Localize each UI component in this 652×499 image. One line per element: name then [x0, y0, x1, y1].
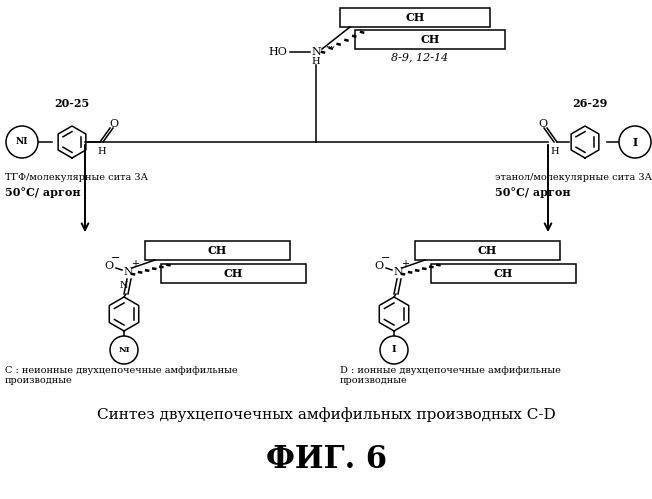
- Circle shape: [619, 126, 651, 158]
- Text: O: O: [104, 261, 113, 271]
- Text: N: N: [123, 267, 133, 277]
- Text: 8-9, 12-14: 8-9, 12-14: [391, 52, 449, 62]
- Text: NI: NI: [118, 346, 130, 354]
- Circle shape: [380, 336, 408, 364]
- Text: 50°C/ аргон: 50°C/ аргон: [495, 188, 570, 199]
- FancyBboxPatch shape: [340, 8, 490, 27]
- Text: 20-25: 20-25: [54, 97, 89, 108]
- Text: CH: CH: [421, 34, 439, 45]
- Text: HO: HO: [269, 47, 288, 57]
- Text: H: H: [312, 56, 320, 65]
- Text: ФИГ. 6: ФИГ. 6: [265, 445, 387, 476]
- Text: CH: CH: [478, 245, 497, 256]
- Text: CH: CH: [406, 12, 424, 23]
- Text: N: N: [120, 281, 128, 290]
- FancyBboxPatch shape: [415, 241, 560, 260]
- Text: Синтез двухцепочечных амфифильных производных C-D: Синтез двухцепочечных амфифильных произв…: [96, 408, 556, 423]
- Text: N: N: [393, 267, 403, 277]
- Text: O: O: [374, 261, 383, 271]
- Circle shape: [6, 126, 38, 158]
- Text: H: H: [98, 148, 106, 157]
- Text: ТГФ/молекулярные сита 3А: ТГФ/молекулярные сита 3А: [5, 174, 148, 183]
- Text: −: −: [111, 253, 121, 263]
- Text: CH: CH: [208, 245, 227, 256]
- Text: D : ионные двухцепочечные амфифильные
производные: D : ионные двухцепочечные амфифильные пр…: [340, 366, 561, 385]
- FancyBboxPatch shape: [145, 241, 290, 260]
- Text: +: +: [131, 259, 139, 269]
- Text: CH: CH: [494, 268, 513, 279]
- FancyBboxPatch shape: [355, 30, 505, 49]
- FancyBboxPatch shape: [431, 264, 576, 283]
- Text: NI: NI: [16, 138, 28, 147]
- Text: H: H: [551, 148, 559, 157]
- Text: этанол/молекулярные сита 3А: этанол/молекулярные сита 3А: [495, 174, 652, 183]
- Text: 26-29: 26-29: [572, 97, 608, 108]
- Text: C : неионные двухцепочечные амфифильные
производные: C : неионные двухцепочечные амфифильные …: [5, 366, 237, 385]
- Text: I: I: [632, 137, 638, 148]
- Text: N: N: [311, 47, 321, 57]
- FancyBboxPatch shape: [161, 264, 306, 283]
- Circle shape: [110, 336, 138, 364]
- Text: CH: CH: [224, 268, 243, 279]
- Text: +: +: [401, 259, 409, 269]
- Text: ’’’’: ’’’’: [325, 45, 335, 54]
- Text: I: I: [392, 345, 396, 354]
- Text: −: −: [381, 253, 391, 263]
- Text: 50°C/ аргон: 50°C/ аргон: [5, 188, 81, 199]
- Text: O: O: [110, 119, 119, 129]
- Text: O: O: [539, 119, 548, 129]
